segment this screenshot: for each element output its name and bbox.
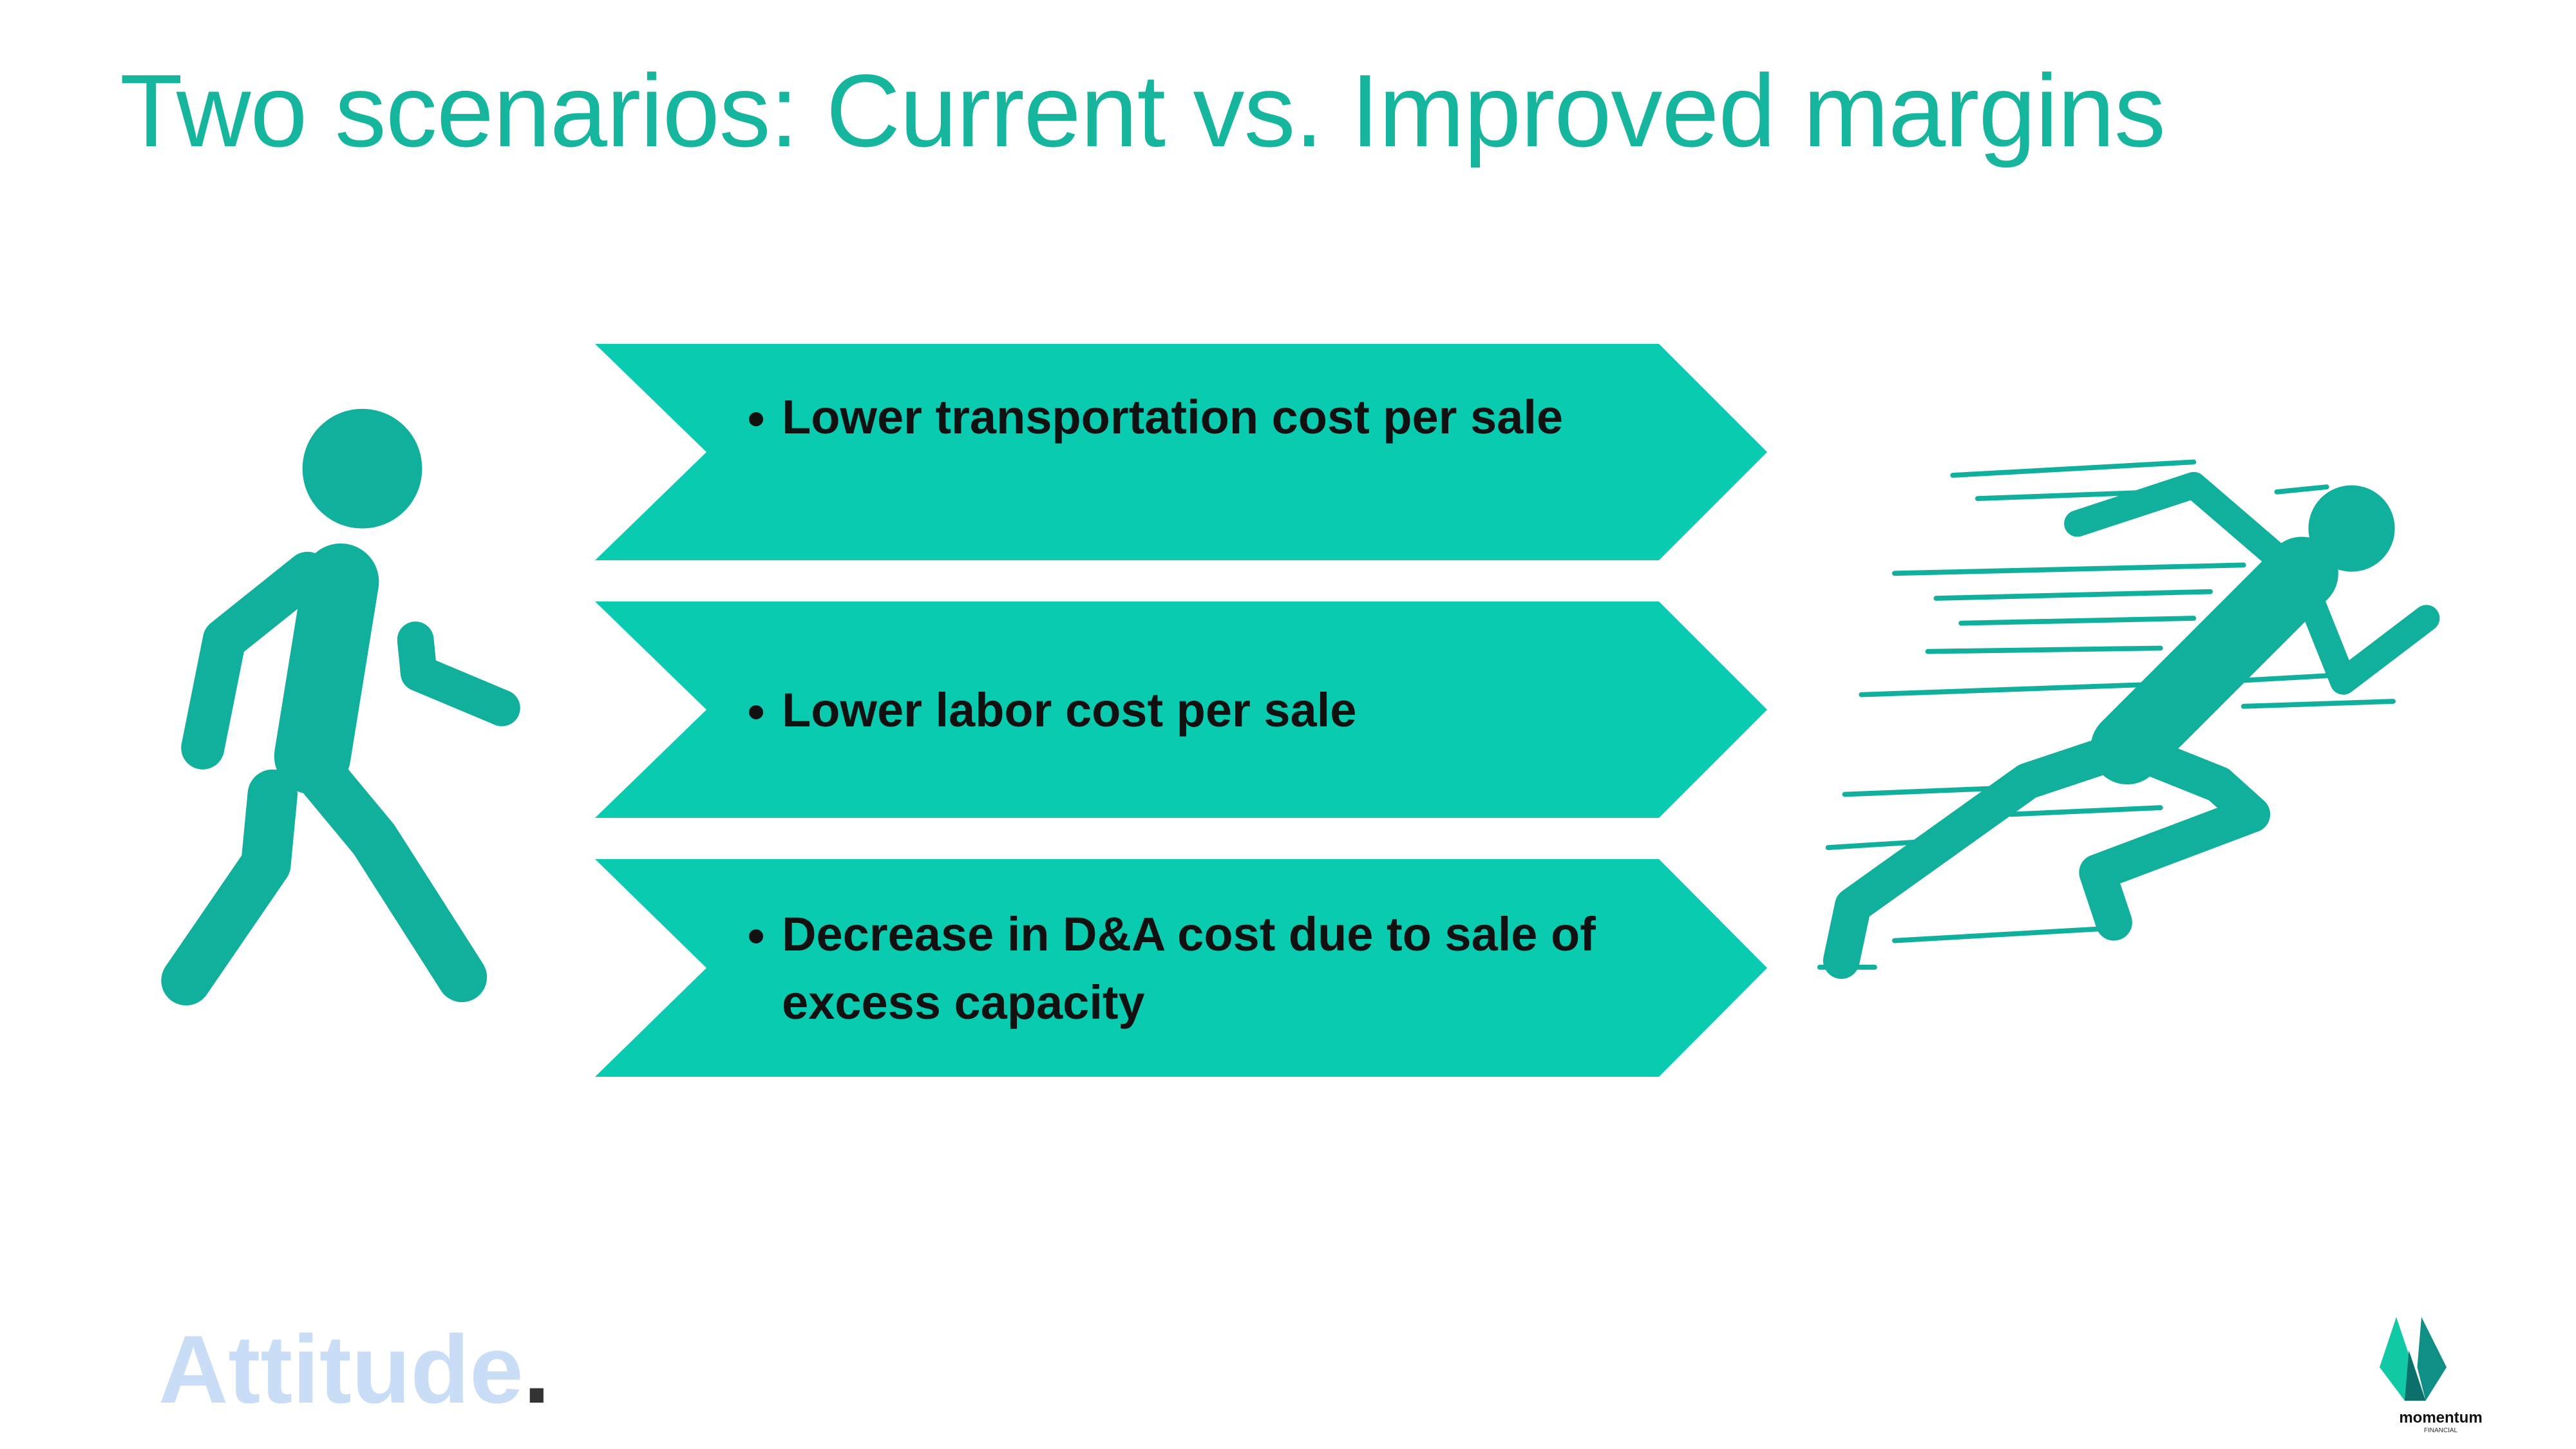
logo-sub: FINANCIAL <box>2423 1427 2458 1434</box>
bullet-text: Lower labor cost per sale <box>782 676 1707 744</box>
chevron <box>595 601 1767 818</box>
bullet-text: Lower transportation cost per sale <box>782 383 1707 451</box>
chevron <box>595 344 1767 560</box>
brand-text: Attitude <box>158 1315 524 1423</box>
brand: Attitude. <box>158 1314 550 1425</box>
logo-mark <box>2380 1317 2447 1401</box>
runner-icon <box>1817 459 2440 979</box>
bullet-item: Decrease in D&A cost due to sale of exce… <box>741 900 1707 1037</box>
chevron <box>595 859 1767 1077</box>
bullet-item: Lower transportation cost per sale <box>741 383 1707 451</box>
brand-mark: . <box>523 1315 551 1423</box>
slide-title: Two scenarios: Current vs. Improved marg… <box>120 53 2166 168</box>
chevrons <box>595 344 1767 1077</box>
logo-name: momentum <box>2399 1409 2483 1426</box>
bullet-text: Decrease in D&A cost due to sale of exce… <box>782 900 1707 1037</box>
bullet-item: Lower labor cost per sale <box>741 676 1707 744</box>
walker-icon <box>161 408 520 1006</box>
